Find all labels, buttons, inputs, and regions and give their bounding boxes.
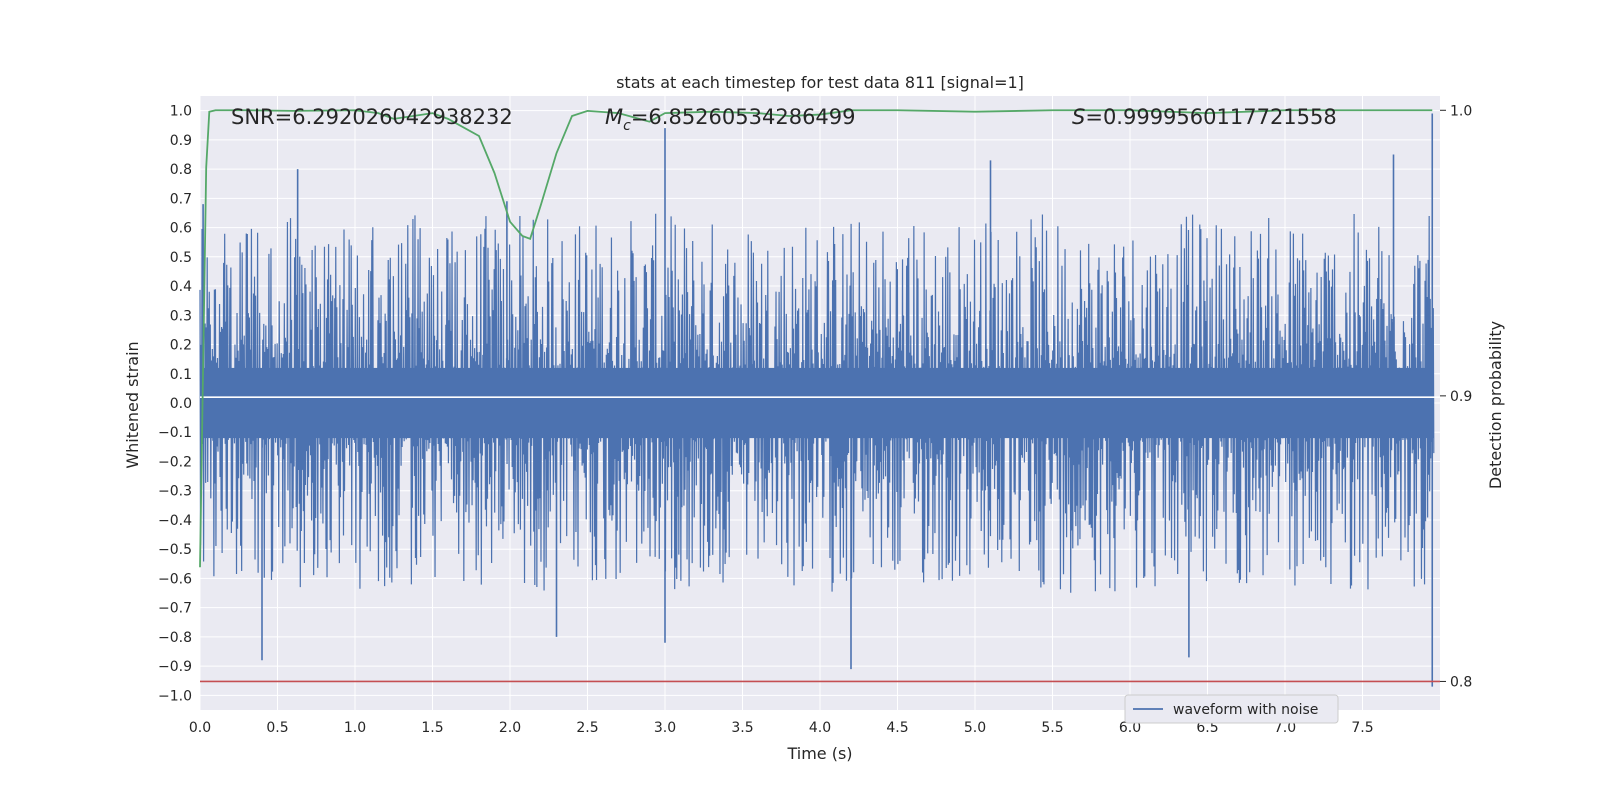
y-tick-label: −0.7 — [158, 601, 192, 617]
x-tick-label: 5.5 — [1041, 720, 1063, 736]
y-tick-label: −0.9 — [158, 659, 192, 675]
y-tick-label: −0.1 — [158, 425, 192, 441]
overlay-lines — [199, 109, 1440, 683]
waveform-series — [199, 113, 1435, 687]
chirp-mass-symbol: M — [605, 105, 623, 129]
waveform-dense-band — [200, 367, 1434, 439]
x-tick-label: 0.0 — [189, 720, 211, 736]
y-tick-label: 0.9 — [170, 133, 192, 149]
chirp-mass-subscript: c — [623, 118, 631, 134]
legend: waveform with noise — [1124, 694, 1339, 724]
snr-annotation: SNR=6.292026042938232 — [231, 105, 513, 129]
y-tick-label: −0.2 — [158, 454, 192, 470]
y-tick-label: 0.8 — [170, 162, 192, 178]
y-tick-label: −0.3 — [158, 484, 192, 500]
detection-probability-line — [199, 109, 1433, 568]
x-tick-label: 4.5 — [886, 720, 908, 736]
x-tick-label: 7.0 — [1274, 720, 1296, 736]
y-tick-label: 0.7 — [170, 191, 192, 207]
y-right-tick-label: 1.0 — [1450, 103, 1472, 119]
y-tick-label: 0.6 — [170, 221, 192, 237]
x-tick-label: 1.0 — [344, 720, 366, 736]
significance-symbol: S — [1072, 105, 1085, 129]
y-tick-label: 1.0 — [170, 104, 192, 120]
axes: 1.0 0.9 0.8 0.7 0.6 0.5 0.4 0.3 0.2 0.1 0.0 −0.1 −0.… — [158, 103, 1472, 736]
x-tick-label: 3.5 — [731, 720, 753, 736]
y-tick-label: −0.4 — [158, 513, 192, 529]
x-axis-label: Time (s) — [786, 744, 852, 763]
y-tick-label: −0.5 — [158, 542, 192, 558]
y-tick-label: 0.4 — [170, 279, 192, 295]
x-tick-label: 6.0 — [1119, 720, 1141, 736]
significance-annotation: S=0.9999560117721558 — [1072, 105, 1337, 129]
y-tick-label: −0.8 — [158, 630, 192, 646]
x-tick-label: 1.5 — [421, 720, 443, 736]
chirp-mass-value: =6.85260534286499 — [631, 105, 856, 129]
x-tick-label: 7.5 — [1351, 720, 1373, 736]
y-tick-label: −1.0 — [158, 688, 192, 704]
y-tick-label: 0.5 — [170, 250, 192, 266]
chart-title: stats at each timestep for test data 811… — [616, 73, 1024, 92]
y-axis-right-label: Detection probability — [1486, 321, 1505, 489]
legend-box — [1124, 694, 1339, 724]
x-tick-label: 6.5 — [1196, 720, 1218, 736]
x-tick-label: 2.5 — [576, 720, 598, 736]
y-right-tick-label: 0.8 — [1450, 674, 1472, 690]
chirp-mass-annotation: Mc=6.85260534286499 — [605, 105, 856, 134]
x-tick-label: 5.0 — [964, 720, 986, 736]
significance-value: =0.9999560117721558 — [1085, 105, 1336, 129]
y-tick-label: 0.2 — [170, 338, 192, 354]
y-tick-label: 0.1 — [170, 367, 192, 383]
x-tick-label: 2.0 — [499, 720, 521, 736]
y-right-tick-label: 0.9 — [1450, 389, 1472, 405]
y-tick-label: 0.3 — [170, 308, 192, 324]
x-tick-label: 4.0 — [809, 720, 831, 736]
y-axis-label: Whitened strain — [123, 341, 142, 468]
legend-label-waveform: waveform with noise — [1173, 702, 1318, 718]
x-tick-label: 3.0 — [654, 720, 676, 736]
x-tick-label: 0.5 — [266, 720, 288, 736]
y-tick-label: 0.0 — [170, 396, 192, 412]
y-tick-label: −0.6 — [158, 571, 192, 587]
